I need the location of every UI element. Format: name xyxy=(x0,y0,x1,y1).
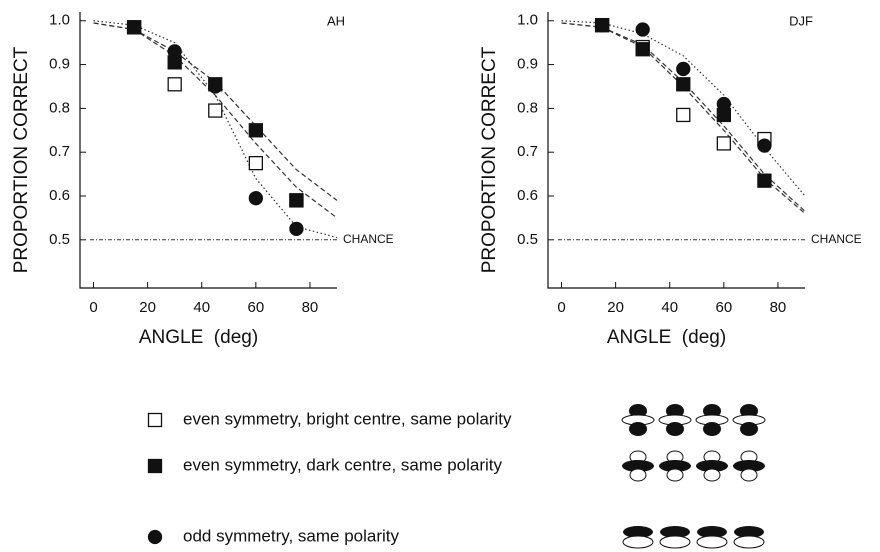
y-tick-label: 1.0 xyxy=(49,12,70,29)
x-tick-label: 20 xyxy=(139,299,156,316)
y-tick-label: 0.7 xyxy=(517,143,538,160)
blob xyxy=(659,535,691,549)
reference-label: CHANCE xyxy=(811,232,862,246)
point xyxy=(248,155,263,171)
point xyxy=(594,17,610,33)
blob xyxy=(622,535,654,549)
axes xyxy=(547,12,805,289)
point xyxy=(635,42,650,57)
stimulus-icon xyxy=(622,526,654,549)
blob xyxy=(622,460,654,472)
y-tick-label: 0.7 xyxy=(49,143,70,160)
x-axis-label: ANGLE (deg) xyxy=(139,327,258,348)
x-tick-label: 40 xyxy=(193,299,210,316)
stimulus-icon xyxy=(659,526,691,549)
legend-marker xyxy=(147,458,163,474)
blob xyxy=(629,468,647,482)
point xyxy=(167,77,182,92)
blob xyxy=(733,535,765,549)
point xyxy=(208,103,223,118)
x-axis-label: ANGLE (deg) xyxy=(607,327,726,348)
annotation: AH xyxy=(327,13,345,28)
y-tick-label: 0.9 xyxy=(517,56,538,73)
point xyxy=(757,138,772,153)
x-tick-label: 40 xyxy=(661,299,678,316)
point xyxy=(635,22,650,37)
blob xyxy=(740,468,758,482)
blob xyxy=(696,460,728,472)
blob xyxy=(659,460,691,472)
y-tick-label: 0.8 xyxy=(517,99,538,116)
blob xyxy=(703,468,721,482)
legend-marker xyxy=(147,529,163,545)
point xyxy=(248,123,263,138)
x-tick-label: 20 xyxy=(607,299,624,316)
y-axis-label: PROPORTION CORRECT xyxy=(11,46,32,273)
blob xyxy=(703,404,721,418)
y-tick-label: 1.0 xyxy=(517,12,538,29)
y-tick-label: 0.6 xyxy=(517,187,538,204)
legend-marker xyxy=(147,412,163,428)
annotation: DJF xyxy=(789,13,813,28)
y-tick-label: 0.5 xyxy=(49,231,70,248)
blob xyxy=(666,404,684,418)
point xyxy=(676,61,691,77)
y-tick-label: 0.6 xyxy=(49,187,70,204)
stimulus-icon xyxy=(732,404,766,436)
blob xyxy=(660,526,690,538)
y-axis-label: PROPORTION CORRECT xyxy=(479,46,500,273)
point xyxy=(167,44,182,59)
blob xyxy=(629,422,647,436)
blob xyxy=(696,535,728,549)
stimulus-icon xyxy=(621,404,655,436)
point xyxy=(126,20,142,35)
point xyxy=(716,136,731,151)
point xyxy=(676,77,691,92)
x-tick-label: 80 xyxy=(770,299,787,316)
blob xyxy=(734,526,764,538)
x-tick-label: 0 xyxy=(557,299,565,316)
blob xyxy=(666,422,684,436)
stimulus-icon xyxy=(733,450,765,482)
legend-label: even symmetry, dark centre, same polarit… xyxy=(183,455,503,474)
point xyxy=(716,96,731,112)
blob xyxy=(623,526,653,538)
x-tick-label: 80 xyxy=(302,299,319,316)
blob xyxy=(740,422,758,436)
fit-curve xyxy=(93,22,338,219)
point xyxy=(289,221,304,237)
axes xyxy=(79,12,337,289)
stimulus-icon xyxy=(659,450,691,482)
blob xyxy=(703,422,721,436)
point xyxy=(208,79,223,94)
x-tick-label: 60 xyxy=(247,299,264,316)
y-tick-label: 0.5 xyxy=(517,231,538,248)
point xyxy=(289,193,304,208)
y-tick-label: 0.9 xyxy=(49,56,70,73)
point xyxy=(757,173,772,188)
stimulus-icon xyxy=(733,526,765,549)
point xyxy=(248,191,263,206)
point xyxy=(676,107,691,123)
blob xyxy=(629,404,647,418)
legend-label: odd symmetry, same polarity xyxy=(183,526,400,545)
blob xyxy=(697,526,727,538)
blob xyxy=(666,468,684,482)
blob xyxy=(733,460,765,472)
stimulus-icon xyxy=(622,450,654,482)
reference-label: CHANCE xyxy=(343,232,394,246)
blob xyxy=(740,404,758,418)
stimulus-icon xyxy=(696,526,728,549)
stimulus-icon xyxy=(696,450,728,482)
stimulus-icon xyxy=(695,404,729,436)
stimulus-icon xyxy=(658,404,692,436)
x-tick-label: 60 xyxy=(715,299,732,316)
y-tick-label: 0.8 xyxy=(49,99,70,116)
x-tick-label: 0 xyxy=(89,299,97,316)
legend-label: even symmetry, bright centre, same polar… xyxy=(183,409,512,428)
